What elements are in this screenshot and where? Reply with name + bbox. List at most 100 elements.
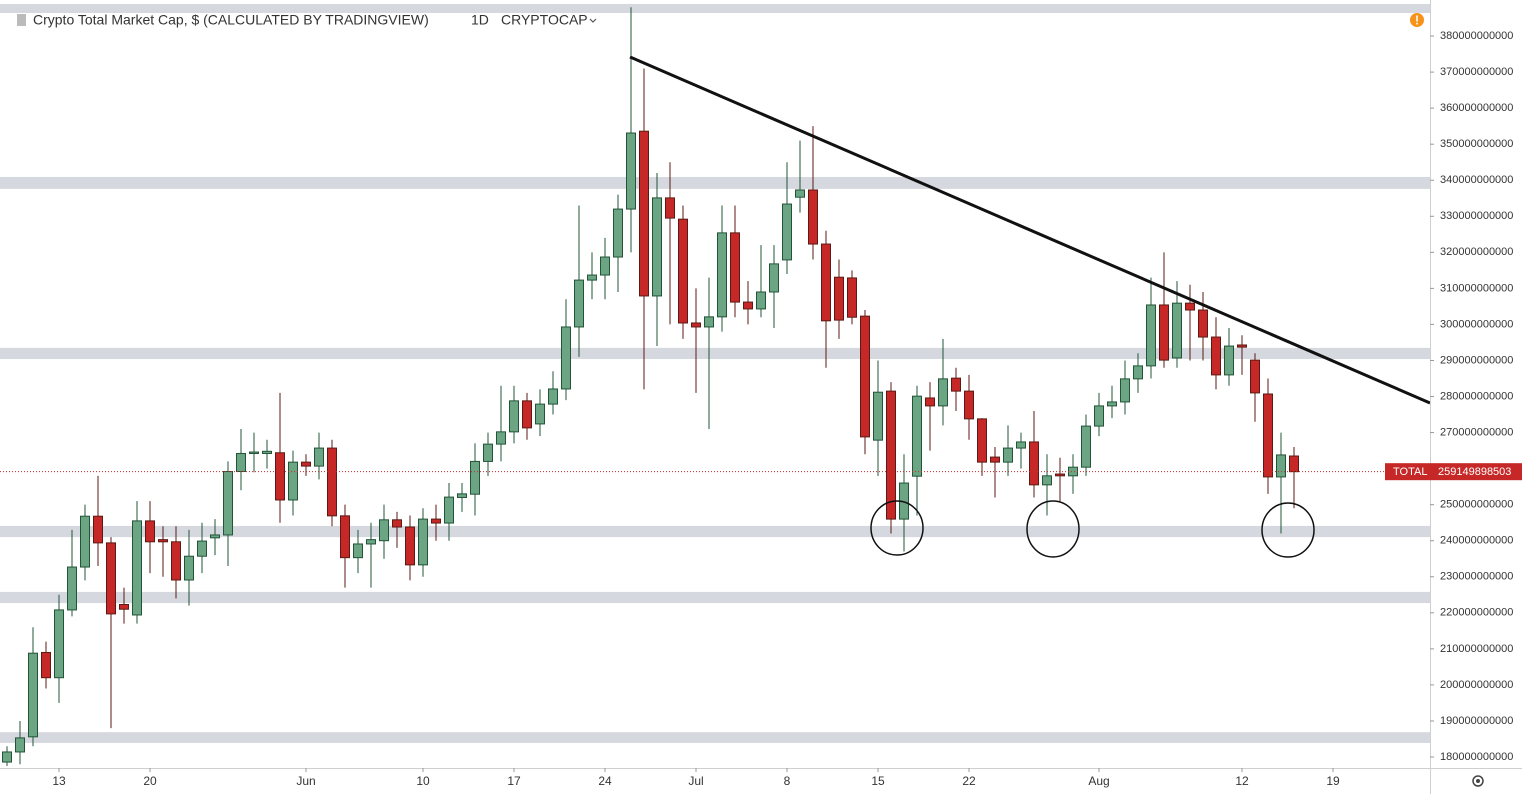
last-price-badge xyxy=(1385,463,1522,481)
settings-gear[interactable] xyxy=(1472,775,1484,787)
y-tick-label: 360000000000 xyxy=(1440,102,1513,114)
y-tick-label: 310000000000 xyxy=(1440,282,1513,294)
candle-body xyxy=(496,431,506,445)
y-tick-label: 220000000000 xyxy=(1440,607,1513,619)
candle-body xyxy=(652,197,662,297)
candle-body xyxy=(782,203,792,261)
candle-body xyxy=(353,543,363,559)
price-zone xyxy=(0,732,1430,743)
x-tick-label: 10 xyxy=(416,774,430,788)
symbol[interactable]: CRYPTOCAP xyxy=(501,12,588,28)
price-zone xyxy=(0,525,1430,538)
candle-body xyxy=(847,277,857,318)
candle-body xyxy=(626,132,636,210)
settings-gear-hub xyxy=(1476,779,1480,783)
y-tick-label: 340000000000 xyxy=(1440,174,1513,186)
candle-body xyxy=(28,652,38,738)
candle-body xyxy=(600,256,610,276)
candle-body xyxy=(821,243,831,322)
y-tick-label: 250000000000 xyxy=(1440,499,1513,511)
candle-body xyxy=(1107,401,1117,407)
candle-body xyxy=(704,316,714,328)
candle-body xyxy=(860,315,870,438)
warning-icon-dot xyxy=(1416,22,1418,25)
y-tick-label: 290000000000 xyxy=(1440,354,1513,366)
candle-body xyxy=(1068,466,1078,477)
candle-body xyxy=(418,518,428,566)
x-tick-label: Aug xyxy=(1088,774,1109,788)
candle-body xyxy=(67,566,77,611)
last-price-value: 259149898503 xyxy=(1438,466,1511,478)
y-tick-label: 240000000000 xyxy=(1440,535,1513,547)
candle-body xyxy=(808,189,818,245)
candle-body xyxy=(145,520,155,543)
candle-body xyxy=(834,276,844,321)
zones xyxy=(0,3,1430,743)
candle-body xyxy=(1224,345,1234,376)
candle-body xyxy=(561,326,571,390)
interval[interactable]: 1D xyxy=(471,12,489,28)
candle-body xyxy=(54,609,64,679)
candle-body xyxy=(587,274,597,281)
candle-body xyxy=(106,542,116,615)
candle-body xyxy=(1029,441,1039,486)
settings-icon[interactable] xyxy=(1472,775,1484,787)
candle-body xyxy=(1081,425,1091,468)
warning-icon-mark xyxy=(1416,15,1418,22)
candle-body xyxy=(1003,447,1013,463)
candle-body xyxy=(769,263,779,293)
candle-body xyxy=(80,515,90,568)
candle-body xyxy=(405,526,415,566)
y-tick-label: 200000000000 xyxy=(1440,679,1513,691)
y-tick-label: 330000000000 xyxy=(1440,210,1513,222)
candle-body xyxy=(1198,309,1208,338)
x-tick-label: 19 xyxy=(1326,774,1340,788)
candle-body xyxy=(301,461,311,467)
candle-body xyxy=(366,539,376,545)
candle-body xyxy=(197,540,207,557)
candle-body xyxy=(223,471,233,536)
candle-body xyxy=(1042,475,1052,486)
candle-body xyxy=(184,555,194,581)
x-tick-label: 12 xyxy=(1235,774,1249,788)
trendline xyxy=(629,55,1431,405)
y-tick-label: 270000000000 xyxy=(1440,426,1513,438)
candle-body xyxy=(275,452,285,501)
y-tick-label: 230000000000 xyxy=(1440,571,1513,583)
candle-body xyxy=(990,456,1000,463)
candles xyxy=(2,7,1299,767)
candle-body xyxy=(93,515,103,544)
candle-body xyxy=(574,279,584,328)
candle-body xyxy=(262,450,272,454)
x-tick-label: 22 xyxy=(962,774,976,788)
candle-body xyxy=(548,388,558,405)
candle-body xyxy=(2,751,12,763)
symbol-icon xyxy=(17,14,26,26)
candle-body xyxy=(977,418,987,463)
candle-body xyxy=(964,390,974,420)
candle-body xyxy=(457,493,467,498)
candle-body xyxy=(1094,405,1104,427)
y-tick-label: 280000000000 xyxy=(1440,390,1513,402)
candle-body xyxy=(249,451,259,454)
candle-body xyxy=(1211,336,1221,376)
circle-annotation xyxy=(870,500,924,556)
candle-body xyxy=(678,218,688,324)
y-tick-label: 370000000000 xyxy=(1440,66,1513,78)
candle-body xyxy=(1055,473,1065,477)
candle-body xyxy=(1146,304,1156,367)
candle-body xyxy=(1263,393,1273,478)
candle-body xyxy=(1172,302,1182,359)
candle-body xyxy=(938,378,948,407)
circle-annotation xyxy=(1026,500,1080,558)
candle-body xyxy=(509,400,519,433)
candle-body xyxy=(665,197,675,219)
x-tick-label: 15 xyxy=(871,774,885,788)
x-tick-label: Jul xyxy=(688,774,703,788)
x-tick-label: 24 xyxy=(598,774,612,788)
symbol-chevron[interactable] xyxy=(589,18,597,23)
candle-body xyxy=(171,541,181,581)
candle-body xyxy=(340,515,350,559)
price-zone xyxy=(0,176,1430,189)
